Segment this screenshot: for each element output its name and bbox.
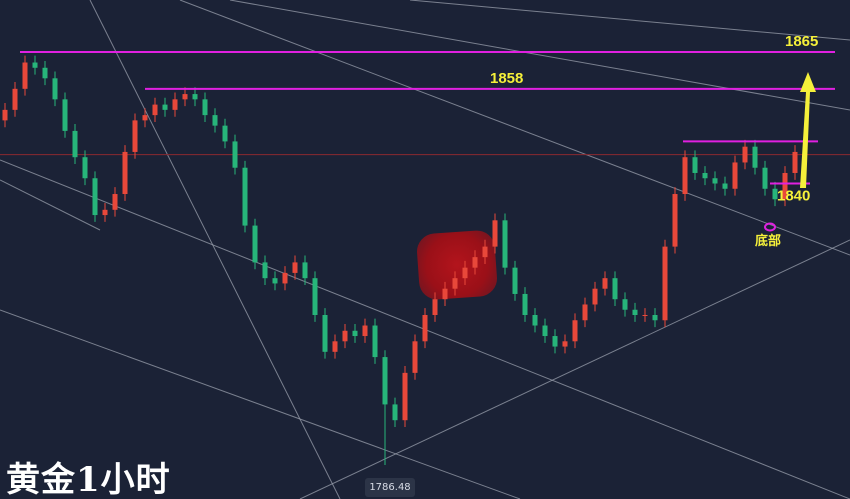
candle-body: [542, 325, 548, 337]
candle-body: [472, 257, 478, 268]
candle-body: [482, 246, 488, 258]
candle-body: [312, 278, 318, 315]
candle-body: [402, 372, 408, 421]
candle-body: [592, 288, 598, 305]
candle-body: [432, 299, 438, 315]
trend-line: [179, 0, 850, 256]
candle-body: [72, 130, 78, 158]
candle-body: [122, 151, 128, 195]
candle-body: [492, 220, 498, 247]
candle-body: [712, 178, 718, 184]
candle-body: [182, 94, 188, 100]
candle-body: [782, 172, 788, 200]
candle-body: [372, 325, 378, 358]
candle-body: [502, 220, 508, 268]
candle-body: [352, 330, 358, 337]
candle-body: [622, 299, 628, 310]
up-arrow-icon: [800, 72, 816, 188]
trend-line: [89, 0, 341, 499]
candle-body: [292, 262, 298, 273]
candle-body: [162, 104, 168, 110]
trend-line: [0, 309, 521, 499]
candle-body: [342, 330, 348, 342]
level-label-1840: 1840: [777, 188, 810, 205]
candle-body: [442, 288, 448, 300]
candle-body: [42, 67, 48, 79]
candle-body: [552, 336, 558, 347]
trend-line: [229, 0, 850, 111]
candle-body: [102, 209, 108, 216]
candle-body: [582, 304, 588, 321]
chart-title: 黄金1小时: [6, 460, 171, 499]
candle-body: [222, 125, 228, 142]
candle-body: [722, 183, 728, 189]
candle-body: [252, 225, 258, 263]
candle-body: [172, 99, 178, 110]
candle-body: [282, 272, 288, 284]
candle-body: [32, 62, 38, 68]
candle-body: [572, 320, 578, 342]
trend-line: [0, 179, 101, 231]
candle-body: [792, 151, 798, 173]
candle-body: [742, 146, 748, 163]
candle-body: [692, 157, 698, 173]
candle-body: [332, 341, 338, 352]
candle-body: [382, 357, 388, 405]
candle-body: [392, 404, 398, 421]
level-label-1865: 1865: [785, 33, 818, 50]
low-price-tag: 1786.48: [365, 478, 415, 497]
bottom-label: 底部: [755, 233, 781, 249]
candle-body: [762, 167, 768, 189]
candle-body: [202, 99, 208, 116]
bottom-marker-icon: [764, 222, 776, 232]
candle-body: [192, 94, 198, 100]
candle-body: [562, 341, 568, 347]
candle-body: [522, 293, 528, 315]
candle-body: [422, 315, 428, 342]
candle-body: [92, 178, 98, 216]
candle-body: [82, 157, 88, 179]
candle-body: [662, 246, 668, 321]
candle-body: [702, 172, 708, 179]
candle-body: [12, 88, 18, 110]
candle-body: [322, 315, 328, 352]
candle-body: [642, 315, 648, 316]
candle-body: [532, 315, 538, 326]
trend-line: [299, 239, 850, 499]
candle-body: [602, 278, 608, 289]
candle-body: [212, 115, 218, 126]
candle-body: [462, 267, 468, 279]
candle-body: [672, 194, 678, 247]
candle-body: [142, 115, 148, 121]
candle-body: [652, 315, 658, 321]
candle-body: [112, 194, 118, 210]
candle-body: [262, 262, 268, 279]
candle-body: [302, 262, 308, 279]
candle-body: [2, 109, 8, 121]
candle-body: [732, 162, 738, 189]
candle-body: [152, 104, 158, 116]
candle-body: [22, 62, 28, 89]
candle-body: [632, 309, 638, 315]
candle-body: [612, 278, 618, 300]
candle-body: [52, 78, 58, 100]
candle-body: [362, 325, 368, 337]
candle-body: [132, 120, 138, 152]
candle-body: [62, 99, 68, 131]
candle-body: [512, 267, 518, 294]
candle-body: [452, 278, 458, 289]
candle-body: [752, 146, 758, 168]
candle-body: [772, 188, 778, 200]
level-label-1858: 1858: [490, 70, 523, 87]
candle-body: [682, 157, 688, 195]
trend-line: [409, 0, 850, 41]
candle-body: [242, 167, 248, 226]
candle-body: [232, 141, 238, 168]
candle-body: [412, 341, 418, 373]
candle-body: [272, 278, 278, 284]
